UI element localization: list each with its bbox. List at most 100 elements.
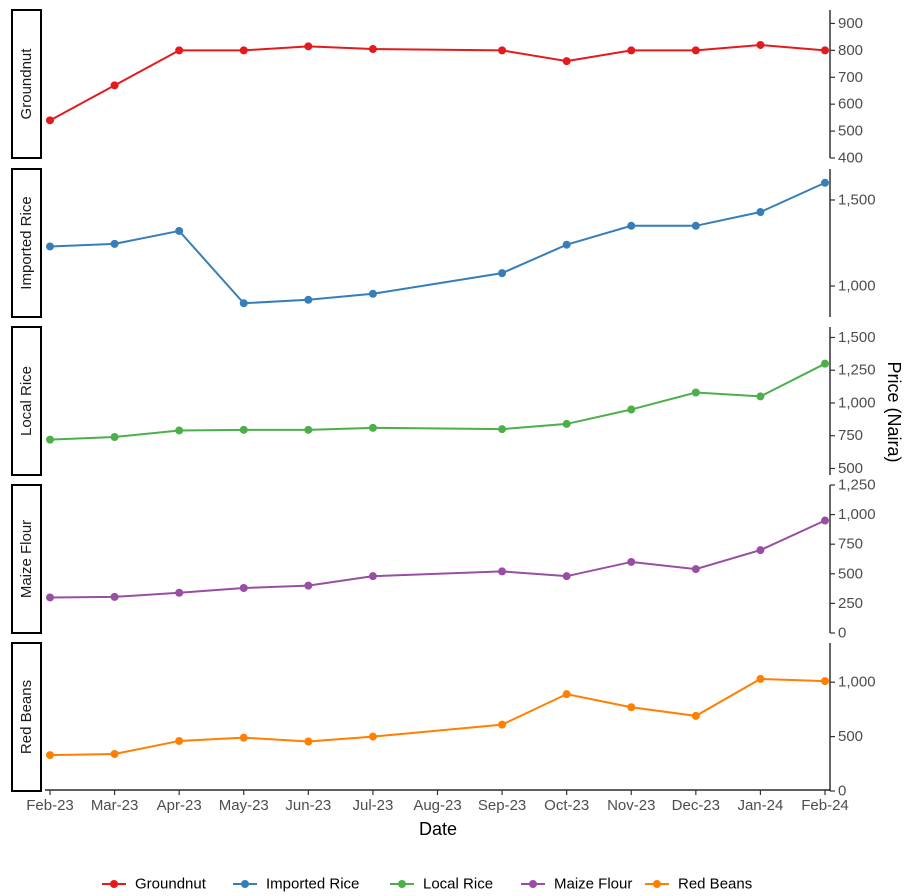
data-point-local-rice-may-23 <box>239 425 248 434</box>
legend-label-groundnut: Groundnut <box>135 876 207 893</box>
data-point-red-beans-nov-23 <box>627 703 636 712</box>
data-point-imported-rice-apr-23 <box>175 226 184 235</box>
y-tick-label-local-rice: 1,250 <box>838 362 876 379</box>
y-tick-label-maize-flour: 1,250 <box>838 477 876 494</box>
panel-imported-rice: Imported Rice 1,000 1,500 <box>11 168 876 318</box>
data-point-red-beans-apr-23 <box>175 736 184 745</box>
data-point-red-beans-dec-23 <box>691 711 700 720</box>
y-tick-label-imported-rice: 1,000 <box>838 278 876 295</box>
data-point-imported-rice-jan-24 <box>756 208 765 217</box>
x-tick-label-oct-23: Oct-23 <box>544 797 589 814</box>
data-point-maize-flour-oct-23 <box>562 572 571 581</box>
x-tick-label-jul-23: Jul-23 <box>352 797 393 814</box>
y-tick-label-red-beans: 500 <box>838 728 863 745</box>
strip-label-red-beans: Red Beans <box>18 680 35 754</box>
x-tick-label-jun-23: Jun-23 <box>285 797 331 814</box>
data-point-local-rice-jan-24 <box>756 392 765 401</box>
series-line-groundnut <box>49 43 826 122</box>
x-tick-label-apr-23: Apr-23 <box>157 797 202 814</box>
x-axis-title: Date <box>419 819 457 839</box>
legend-marker-local-rice <box>398 880 406 888</box>
x-tick-label-mar-23: Mar-23 <box>91 797 139 814</box>
data-point-red-beans-mar-23 <box>110 750 119 758</box>
legend-marker-imported-rice <box>241 880 249 888</box>
y-tick-label-local-rice: 750 <box>838 427 863 444</box>
y-tick-label-maize-flour: 500 <box>838 565 863 582</box>
y-tick-label-local-rice: 1,000 <box>838 394 876 411</box>
data-point-groundnut-apr-23 <box>175 46 184 55</box>
y-tick-label-groundnut: 400 <box>838 150 863 167</box>
legend-label-imported-rice: Imported Rice <box>266 876 359 893</box>
legend-label-maize-flour: Maize Flour <box>554 876 632 893</box>
series-line-maize-flour <box>49 519 826 599</box>
data-point-local-rice-apr-23 <box>175 426 184 435</box>
series-line-red-beans <box>49 677 826 757</box>
data-point-red-beans-jun-23 <box>304 737 313 746</box>
data-point-local-rice-jul-23 <box>368 423 377 432</box>
data-point-groundnut-may-23 <box>239 46 248 55</box>
y-tick-label-maize-flour: 750 <box>838 536 863 553</box>
data-point-maize-flour-apr-23 <box>175 588 184 597</box>
data-point-maize-flour-may-23 <box>239 584 248 593</box>
y-axis-title: Price (Naira) <box>884 361 904 462</box>
data-point-groundnut-jan-24 <box>756 40 765 49</box>
strip-maize-flour <box>11 484 42 634</box>
data-point-groundnut-dec-23 <box>691 46 700 55</box>
legend-label-red-beans: Red Beans <box>678 876 752 893</box>
data-point-imported-rice-feb-24 <box>821 178 829 187</box>
data-point-red-beans-feb-23 <box>46 751 54 760</box>
x-axis: Feb-23 Mar-23 Apr-23 May-23 Jun-23 Jul-23 Aug-… <box>26 789 849 814</box>
data-point-imported-rice-jul-23 <box>368 289 377 298</box>
x-tick-label-jan-24: Jan-24 <box>737 797 783 814</box>
series-line-local-rice <box>49 362 826 441</box>
panel-red-beans: Red Beans 0 500 1,000 <box>11 642 876 800</box>
x-tick-label-aug-23: Aug-23 <box>413 797 461 814</box>
legend-label-local-rice: Local Rice <box>423 876 493 893</box>
data-point-maize-flour-feb-24 <box>821 516 829 525</box>
data-point-groundnut-nov-23 <box>627 46 636 55</box>
data-point-local-rice-oct-23 <box>562 419 571 428</box>
x-tick-label-nov-23: Nov-23 <box>607 797 655 814</box>
y-tick-label-red-beans: 1,000 <box>838 674 876 691</box>
strip-label-imported-rice: Imported Rice <box>18 196 35 289</box>
data-point-red-beans-sep-23 <box>498 720 507 729</box>
strip-groundnut <box>11 9 42 159</box>
strip-label-local-rice: Local Rice <box>18 366 35 436</box>
x-tick-label-sep-23: Sep-23 <box>478 797 526 814</box>
data-point-red-beans-may-23 <box>239 733 248 742</box>
data-point-maize-flour-jul-23 <box>368 572 377 581</box>
data-point-local-rice-jun-23 <box>304 425 313 434</box>
y-tick-label-groundnut: 700 <box>838 69 863 86</box>
data-point-imported-rice-nov-23 <box>627 221 636 230</box>
x-tick-label-dec-23: Dec-23 <box>672 797 720 814</box>
data-point-imported-rice-sep-23 <box>498 269 507 278</box>
x-tick-label-feb-24: Feb-24 <box>801 797 849 814</box>
data-point-groundnut-sep-23 <box>498 46 507 55</box>
data-point-imported-rice-mar-23 <box>110 239 119 248</box>
strip-red-beans <box>11 642 42 792</box>
legend-marker-groundnut <box>110 880 118 888</box>
data-point-red-beans-oct-23 <box>562 690 571 699</box>
data-point-local-rice-sep-23 <box>498 425 507 434</box>
data-point-imported-rice-may-23 <box>239 299 248 308</box>
y-tick-label-local-rice: 1,500 <box>838 329 876 346</box>
data-point-local-rice-nov-23 <box>627 405 636 414</box>
data-point-groundnut-mar-23 <box>110 81 119 90</box>
strip-imported-rice <box>11 168 42 318</box>
x-tick-label-feb-23: Feb-23 <box>26 797 74 814</box>
strip-label-groundnut: Groundnut <box>18 48 35 120</box>
data-point-imported-rice-oct-23 <box>562 240 571 249</box>
y-tick-label-groundnut: 600 <box>838 96 863 113</box>
data-point-maize-flour-nov-23 <box>627 557 636 566</box>
y-tick-label-maize-flour: 250 <box>838 595 863 612</box>
data-point-maize-flour-jan-24 <box>756 546 765 555</box>
strip-local-rice <box>11 326 42 476</box>
data-point-maize-flour-dec-23 <box>691 565 700 574</box>
series-line-imported-rice <box>49 181 826 305</box>
data-point-imported-rice-jun-23 <box>304 295 313 304</box>
data-point-local-rice-dec-23 <box>691 388 700 397</box>
data-point-local-rice-feb-23 <box>46 435 54 444</box>
y-tick-label-groundnut: 500 <box>838 123 863 140</box>
data-point-imported-rice-feb-23 <box>46 242 54 251</box>
